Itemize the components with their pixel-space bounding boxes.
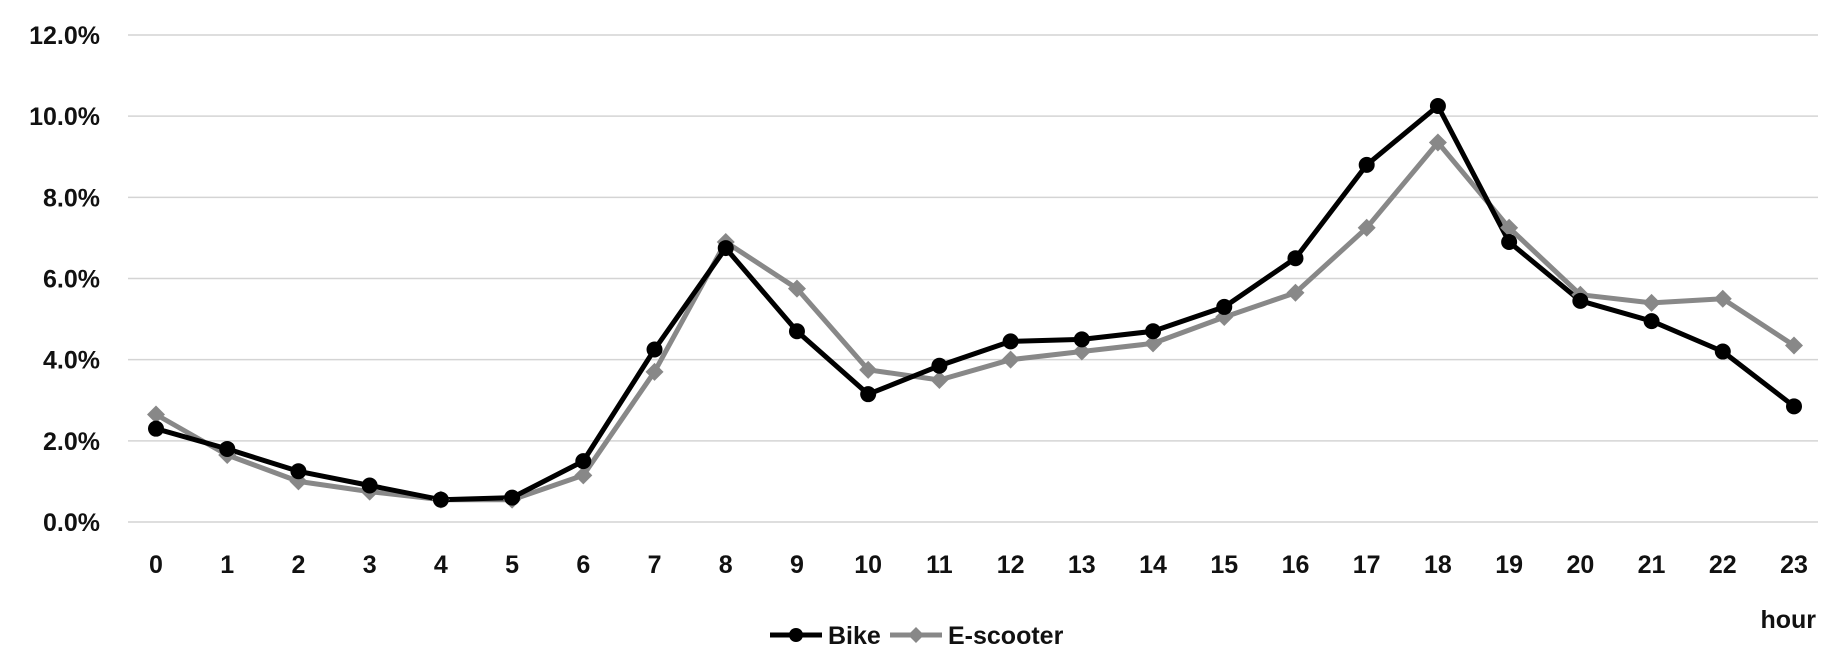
x-tick-label: 1 bbox=[220, 551, 234, 579]
e-scooter-point bbox=[1144, 334, 1163, 353]
x-tick-label: 4 bbox=[434, 551, 448, 579]
x-tick-label: 21 bbox=[1638, 551, 1666, 579]
bike-point bbox=[1073, 331, 1090, 348]
legend-label: E-scooter bbox=[948, 622, 1064, 650]
x-tick-label: 23 bbox=[1780, 551, 1808, 579]
bike-point bbox=[1145, 323, 1162, 340]
bike-point bbox=[1216, 298, 1233, 315]
e-scooter-point bbox=[1500, 218, 1519, 237]
e-scooter-point bbox=[1713, 289, 1732, 308]
e-scooter-series-line bbox=[154, 140, 1796, 503]
x-tick-label: 9 bbox=[790, 551, 804, 579]
x-tick-label: 16 bbox=[1282, 551, 1310, 579]
bike-point bbox=[646, 341, 663, 358]
e-scooter-point bbox=[1357, 218, 1376, 237]
x-tick-label: 5 bbox=[505, 551, 519, 579]
bike-point bbox=[432, 491, 449, 508]
x-axis-title: hour bbox=[1760, 606, 1816, 634]
e-scooter-point bbox=[1642, 293, 1661, 312]
bike-point bbox=[1287, 250, 1304, 267]
bike-point bbox=[361, 477, 378, 494]
e-scooter-point bbox=[1428, 133, 1447, 152]
y-tick-label: 8.0% bbox=[43, 184, 100, 212]
bike-point bbox=[1572, 292, 1589, 309]
e-scooter-point bbox=[574, 466, 593, 485]
x-axis-tick-labels: 0 1 2 3 4 5 6 7 8 9 10 11 12 13 14 15 16 17 18 19 20 21 22 23 bbox=[149, 551, 1808, 579]
bike-series-line bbox=[155, 103, 1796, 503]
x-tick-label: 14 bbox=[1139, 551, 1167, 579]
x-tick-label: 20 bbox=[1566, 551, 1594, 579]
y-tick-label: 4.0% bbox=[43, 347, 100, 375]
e-scooter-point bbox=[1785, 336, 1803, 355]
series-markers bbox=[147, 98, 1803, 509]
legend-marker bbox=[789, 628, 803, 642]
bike-point bbox=[1786, 398, 1802, 415]
x-tick-label: 12 bbox=[997, 551, 1025, 579]
e-scooter-point bbox=[1001, 350, 1020, 369]
y-tick-label: 12.0% bbox=[29, 22, 100, 50]
legend-item-bike: Bike bbox=[770, 622, 881, 650]
bike-point bbox=[219, 440, 236, 457]
bike-point bbox=[504, 489, 521, 506]
x-tick-label: 15 bbox=[1210, 551, 1238, 579]
legend: Bike E-scooter bbox=[770, 622, 1064, 650]
x-tick-label: 0 bbox=[149, 551, 163, 579]
legend-marker bbox=[908, 627, 924, 643]
y-tick-label: 2.0% bbox=[43, 428, 100, 456]
bike-point bbox=[290, 463, 307, 480]
e-scooter-point bbox=[1286, 283, 1305, 302]
bike-point bbox=[148, 420, 164, 437]
x-tick-label: 22 bbox=[1709, 551, 1737, 579]
bike-point bbox=[788, 323, 805, 340]
y-tick-label: 0.0% bbox=[43, 509, 100, 537]
e-scooter-point bbox=[930, 370, 949, 389]
e-scooter-point bbox=[645, 362, 664, 381]
bike-point bbox=[1429, 98, 1446, 115]
bike-point bbox=[717, 240, 734, 257]
bike-point bbox=[1358, 156, 1375, 173]
bike-point bbox=[931, 357, 948, 374]
x-tick-label: 17 bbox=[1353, 551, 1381, 579]
bike-point bbox=[1501, 233, 1518, 250]
gridlines bbox=[128, 34, 1818, 523]
y-tick-label: 6.0% bbox=[43, 266, 100, 294]
y-axis-tick-labels: 0.0% 2.0% 4.0% 6.0% 8.0% 10.0% 12.0% bbox=[29, 22, 100, 537]
x-tick-label: 13 bbox=[1068, 551, 1096, 579]
legend-label: Bike bbox=[828, 622, 881, 650]
x-tick-label: 19 bbox=[1495, 551, 1523, 579]
x-tick-label: 2 bbox=[291, 551, 305, 579]
bike-point bbox=[575, 453, 592, 470]
series-lines bbox=[154, 103, 1796, 503]
x-tick-label: 8 bbox=[719, 551, 733, 579]
e-scooter-point bbox=[859, 360, 878, 379]
bike-point bbox=[1714, 343, 1731, 360]
bike-point bbox=[1002, 333, 1019, 350]
x-tick-label: 11 bbox=[926, 551, 953, 579]
e-scooter-point bbox=[147, 405, 165, 424]
x-tick-label: 18 bbox=[1424, 551, 1452, 579]
x-tick-label: 3 bbox=[363, 551, 377, 579]
e-scooter-point bbox=[1072, 342, 1091, 361]
x-tick-label: 7 bbox=[648, 551, 662, 579]
x-tick-label: 10 bbox=[854, 551, 882, 579]
e-scooter-point bbox=[787, 279, 806, 298]
bike-point bbox=[1643, 313, 1660, 330]
y-tick-label: 10.0% bbox=[29, 103, 100, 131]
legend-item-e-scooter: E-scooter bbox=[890, 622, 1064, 650]
x-tick-label: 6 bbox=[576, 551, 590, 579]
bike-point bbox=[860, 386, 877, 403]
